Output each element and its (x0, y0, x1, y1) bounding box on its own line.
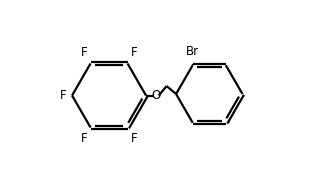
Text: F: F (130, 46, 137, 59)
Text: F: F (81, 46, 88, 59)
Text: F: F (60, 89, 66, 102)
Text: F: F (130, 132, 137, 145)
Text: O: O (152, 89, 161, 102)
Text: Br: Br (186, 45, 199, 58)
Text: F: F (81, 132, 88, 145)
